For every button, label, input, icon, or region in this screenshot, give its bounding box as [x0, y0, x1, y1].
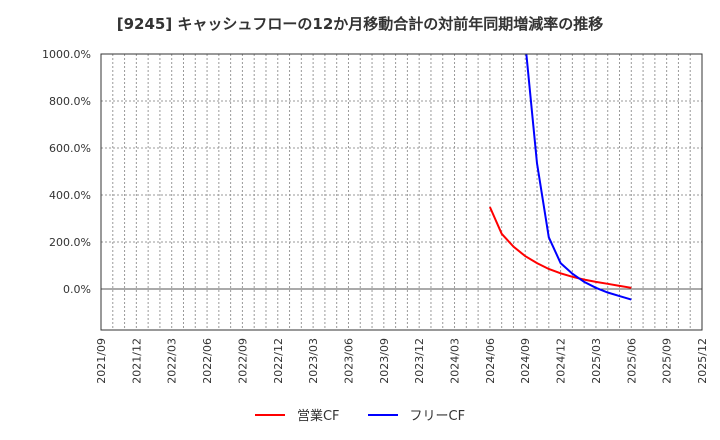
x-tick-label: 2023/03: [307, 338, 320, 384]
legend-blue-line-icon: [367, 413, 398, 416]
legend-red-line-icon: [254, 413, 285, 416]
x-tick-label: 2025/03: [590, 338, 603, 384]
x-tick-label: 2022/12: [272, 338, 285, 384]
y-axis-ticks: 1000.0% 800.0% 600.0% 400.0% 200.0% 0.0%: [42, 48, 91, 296]
y-tick-label: 600.0%: [49, 142, 91, 155]
operating-cf-line: [488, 206, 632, 289]
x-tick-label: 2025/06: [625, 338, 638, 384]
x-tick-label: 2024/12: [555, 338, 568, 384]
x-tick-label: 2021/09: [95, 338, 108, 384]
x-tick-label: 2024/09: [519, 338, 532, 384]
legend: 営業CF フリーCF: [0, 405, 720, 424]
chart-title: [9245] キャッシュフローの12か月移動合計の対前年同期増減率の推移: [116, 15, 604, 33]
x-tick-label: 2023/12: [413, 338, 426, 384]
x-tick-label: 2024/06: [484, 338, 497, 384]
y-tick-label: 800.0%: [49, 95, 91, 108]
legend-item-operating-cf: 営業CF: [254, 405, 340, 424]
plot-area-frame: [100, 53, 703, 331]
x-tick-label: 2025/09: [661, 338, 674, 384]
x-tick-label: 2023/09: [378, 338, 391, 384]
x-tick-label: 2022/09: [236, 338, 249, 384]
legend-item-free-cf: フリーCF: [367, 405, 466, 424]
y-tick-label: 400.0%: [49, 189, 91, 202]
grid-lines: [101, 54, 702, 330]
x-tick-label: 2023/06: [342, 338, 355, 384]
x-tick-label: 2024/03: [449, 338, 462, 384]
free-cf-line: [525, 54, 632, 301]
data-series: [488, 54, 632, 301]
x-axis-ticks: 2021/09 2021/12 2022/03 2022/06 2022/09 2022/…: [95, 338, 709, 384]
y-tick-label: 1000.0%: [42, 48, 91, 61]
y-tick-label: 0.0%: [63, 283, 91, 296]
x-tick-label: 2021/12: [130, 338, 143, 384]
legend-label: 営業CF: [296, 409, 340, 424]
x-tick-label: 2025/12: [696, 338, 709, 384]
y-tick-label: 200.0%: [49, 236, 91, 249]
x-tick-label: 2022/06: [201, 338, 214, 384]
legend-label: フリーCF: [409, 409, 466, 424]
x-tick-label: 2022/03: [166, 338, 179, 384]
